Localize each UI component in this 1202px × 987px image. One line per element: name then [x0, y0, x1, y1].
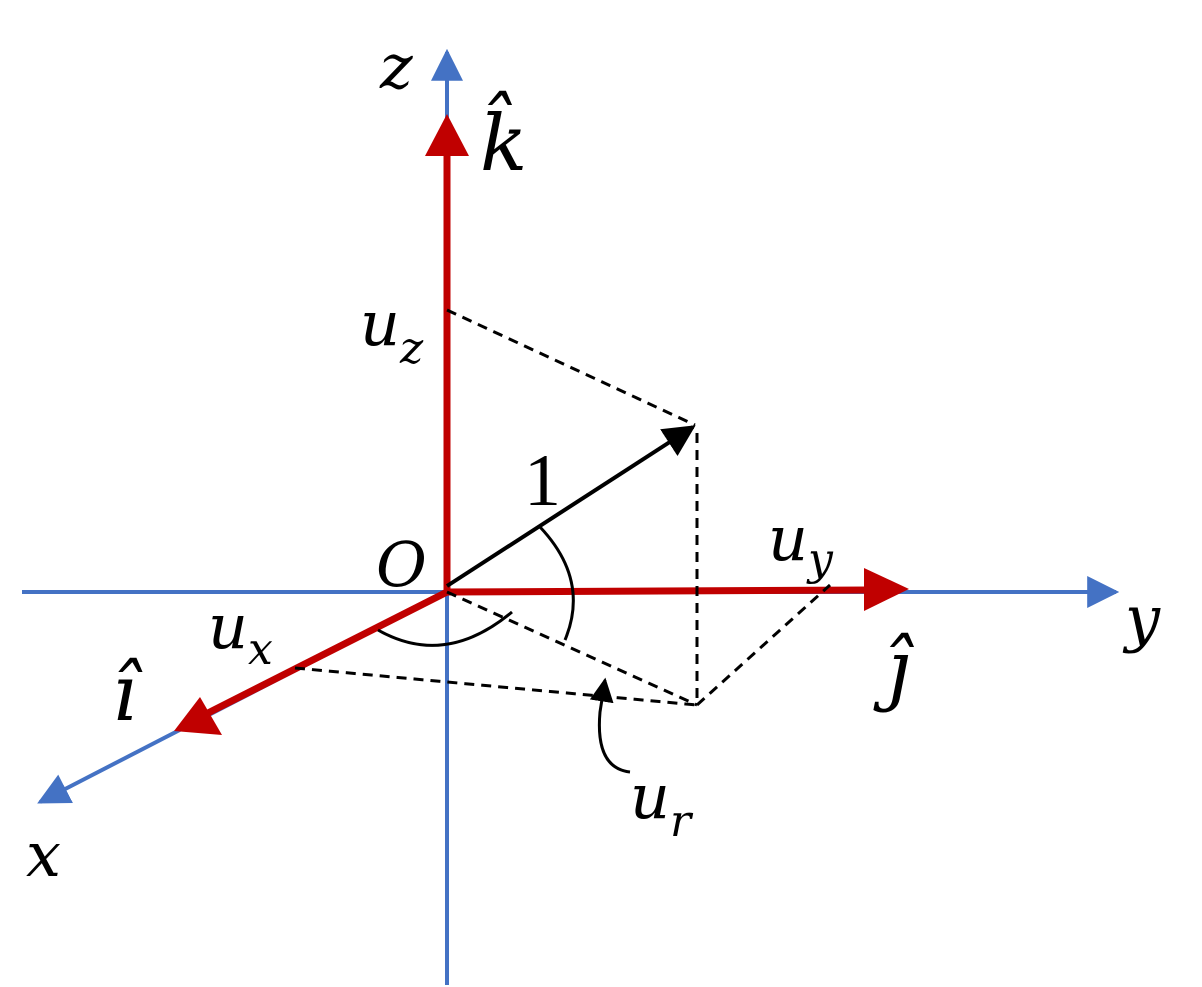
angle-arcs	[377, 525, 631, 774]
u-z-label: uz	[360, 287, 424, 374]
u-x-label: ux	[208, 590, 273, 675]
magnitude-label: 1	[524, 440, 561, 522]
k-hat-label: k̂	[480, 89, 527, 189]
u-r-label: ur	[630, 760, 694, 847]
j-hat-label: ȷ̂	[873, 624, 915, 714]
x-axis-label: x	[26, 818, 61, 891]
label-base: u	[208, 590, 248, 663]
angle-arc	[377, 610, 513, 647]
projection-line	[695, 583, 832, 707]
label-subscript: y	[806, 534, 834, 585]
projection-line	[294, 666, 698, 707]
j-arrowhead	[864, 568, 909, 611]
label-subscript: r	[670, 796, 694, 847]
axes	[22, 48, 1120, 985]
z-axis-label: z	[379, 30, 413, 103]
y-axis-label: y	[1122, 582, 1161, 655]
label-base: u	[768, 502, 808, 575]
label-base: u	[360, 287, 400, 360]
j-vector	[446, 586, 869, 596]
projections	[294, 308, 832, 707]
projection-line	[446, 590, 698, 707]
u-y-label: uy	[768, 502, 834, 585]
i-vector	[206, 588, 449, 717]
pointer	[589, 677, 631, 774]
origin-label: O	[376, 528, 427, 601]
unit-vector	[445, 425, 696, 588]
k-arrowhead	[425, 114, 469, 156]
angle-arc	[538, 525, 575, 641]
label-subscript: z	[399, 323, 424, 374]
label-base: u	[630, 760, 670, 833]
i-hat-label: ı̂	[112, 649, 143, 739]
projection-line	[446, 308, 696, 427]
i-arrowhead	[174, 697, 222, 735]
label-subscript: x	[248, 624, 273, 675]
unit-vectors	[174, 114, 909, 735]
